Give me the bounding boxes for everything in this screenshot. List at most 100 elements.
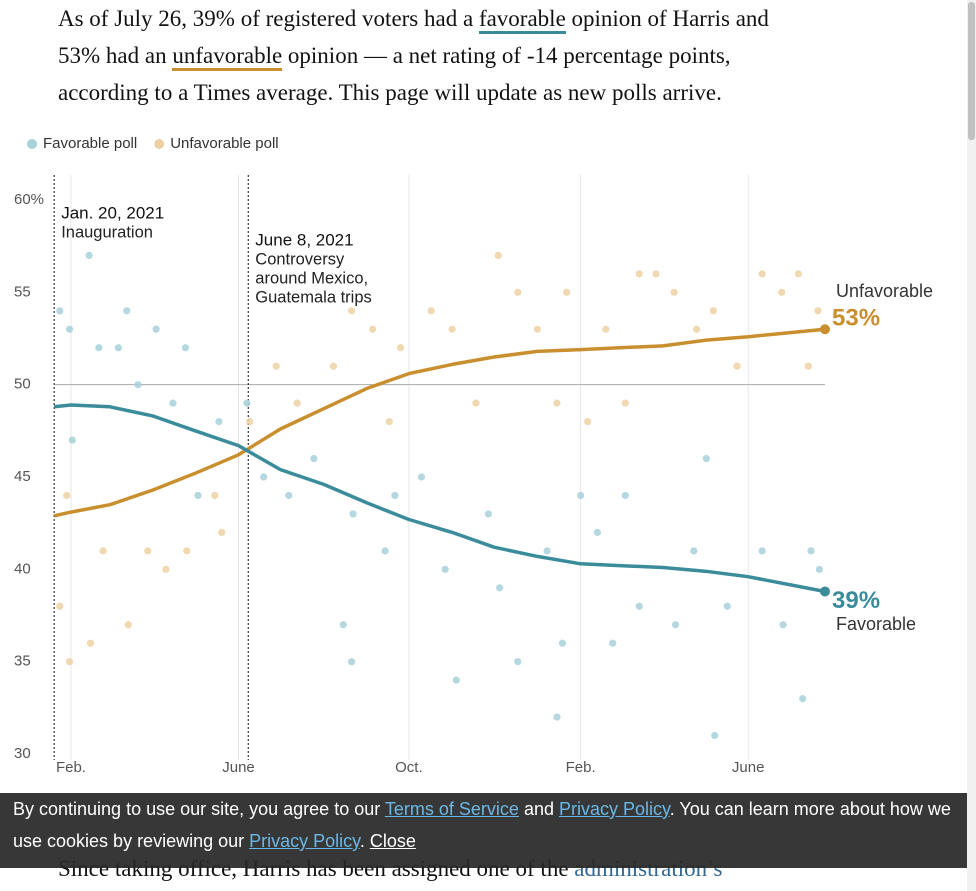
poll-point [584,418,592,426]
banner-line: By continuing to use our site, you agree… [13,793,967,825]
poll-point [702,454,710,463]
y-tick-label: 45 [14,468,31,485]
annotation-text: around Mexico, [255,269,368,287]
y-tick-label: 30 [14,745,31,762]
chart: Feb. June Oct. Feb. June 30 35 40 45 50 55 60% Jan. … [14,135,933,776]
poll-point [169,399,177,407]
poll-point [194,491,202,500]
poll-point [339,621,347,629]
poll-point [758,547,766,555]
poll-point [635,602,643,610]
poll-point [285,491,293,500]
poll-point [85,251,93,259]
poll-point [563,288,571,296]
poll-point [134,381,142,389]
annotation-text: Controversy [255,250,345,268]
poll-point [553,713,561,721]
poll-point [577,491,585,500]
poll-point [293,399,301,407]
poll-point [711,731,719,740]
series-label: Favorable [836,614,916,634]
poll-point [448,325,456,333]
poll-point [396,344,405,352]
poll-point [609,639,617,647]
y-tick-label: 35 [14,653,31,670]
poll-point [690,547,698,555]
poll-point [348,307,356,315]
poll-point [441,565,449,573]
poll-point [183,547,191,555]
terms-link[interactable]: Terms of Service [384,799,519,819]
end-value-label: 53% [832,305,880,332]
text: use cookies by reviewing our [13,831,250,851]
poll-point [804,362,812,370]
poll-point [670,288,678,296]
x-tick-label: Feb. [56,759,86,776]
poll-point [260,473,268,481]
unfavorable-term: unfavorable [172,43,283,71]
x-tick-label: Feb. [566,759,596,776]
poll-point [543,547,551,555]
intro-line: As of July 26, 39% of registered voters … [58,0,958,37]
text: . You can learn more about how we [669,799,951,819]
scrollbar-thumb[interactable] [968,2,975,140]
poll-point [391,491,399,500]
x-tick-label: June [732,759,765,776]
poll-point [794,270,803,278]
intro-line: according to a Times average. This page … [58,74,958,111]
banner-line: use cookies by reviewing our Privacy Pol… [13,825,967,857]
end-point [820,586,830,597]
poll-point [621,399,629,407]
poll-point [211,491,219,500]
poll-point [514,658,522,666]
poll-point [63,491,71,500]
poll-point [68,436,76,444]
poll-point [814,307,822,315]
x-tick-label: June [222,759,255,776]
poll-point [124,621,132,629]
poll-point [144,547,152,555]
poll-point [215,418,223,426]
poll-point [758,270,766,278]
privacy-link[interactable]: Privacy Policy [559,799,670,819]
legend-label: Favorable poll [43,135,137,152]
scrollbar[interactable] [967,0,976,891]
poll-point [709,307,717,315]
poll-point [514,288,522,296]
y-tick-label: 55 [14,283,31,300]
poll-point [733,362,741,370]
poll-point [472,399,480,407]
intro-paragraph: As of July 26, 39% of registered voters … [58,0,958,111]
intro-line: 53% had an unfavorable opinion — a net r… [58,37,958,74]
poll-point [56,307,64,315]
poll-point [496,584,504,592]
poll-point [417,473,426,481]
text: As of July 26, 39% of registered voters … [58,6,479,31]
annotation-date: June 8, 2021 [255,230,353,249]
end-point [820,324,830,335]
cookie-banner: By continuing to use our site, you agree… [0,793,967,868]
favorable-term: favorable [478,6,566,34]
poll-point [348,658,356,666]
poll-point [778,288,786,296]
text: and [518,799,559,819]
poll-point [779,621,787,629]
poll-point [652,270,660,278]
legend-label: Unfavorable poll [170,135,278,152]
privacy-link[interactable]: Privacy Policy [249,831,360,851]
poll-point [593,528,601,537]
poll-point [272,362,280,370]
series-label: Unfavorable [836,281,933,301]
text: opinion — a net rating of -14 percentage… [282,43,731,68]
poll-point [310,454,318,463]
poll-point [99,547,107,555]
y-tick-label: 50 [14,376,31,393]
close-button[interactable]: Close [369,831,416,851]
poll-point [181,344,190,352]
poll-point [385,418,393,426]
poll-point [95,344,103,352]
legend-swatch [27,139,37,149]
poll-point [368,325,377,333]
poll-point [329,362,338,370]
